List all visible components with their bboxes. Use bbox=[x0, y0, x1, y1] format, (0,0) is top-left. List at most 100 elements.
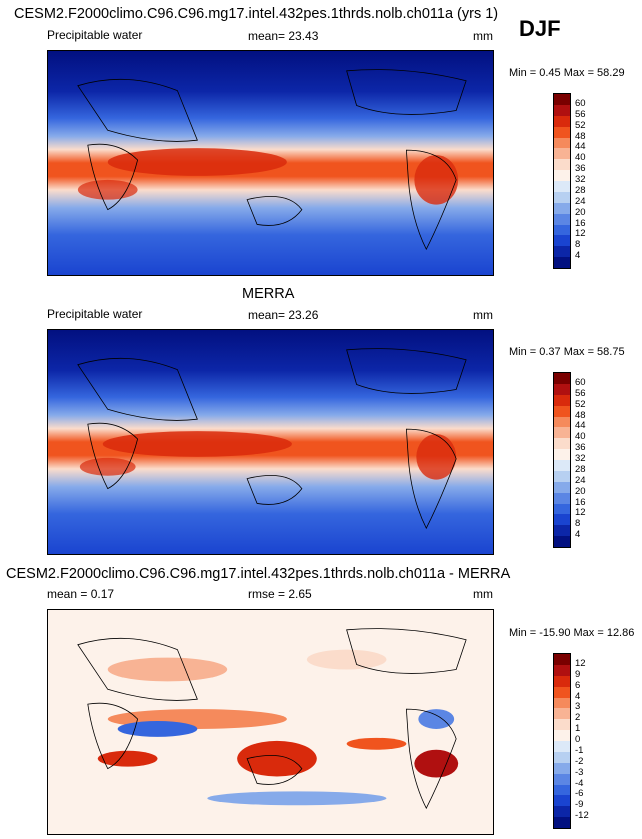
colorbar-tick-label: 28 bbox=[575, 184, 586, 196]
colorbar-swatch bbox=[554, 181, 570, 192]
panel-obs-mean: mean= 23.26 bbox=[248, 308, 319, 322]
colorbar-swatch bbox=[554, 373, 570, 384]
colorbar-tick-label: 32 bbox=[575, 453, 586, 464]
colorbar-swatch bbox=[554, 224, 570, 236]
colorbar-swatch bbox=[554, 148, 570, 160]
colorbar-tick-label: 24 bbox=[575, 474, 586, 486]
colorbar-tick-label: -9 bbox=[575, 799, 584, 811]
colorbar-swatch bbox=[554, 817, 570, 828]
colorbar-tick-label: 32 bbox=[575, 174, 586, 185]
colorbar-swatch bbox=[554, 94, 570, 105]
colorbar-swatch bbox=[554, 492, 570, 504]
colorbar-tick-label: 16 bbox=[575, 217, 586, 229]
colorbar-tick-label: 12 bbox=[575, 507, 586, 519]
colorbar-swatch bbox=[554, 115, 570, 127]
colorbar-tick-label: 40 bbox=[575, 431, 586, 443]
colorbar-swatch bbox=[554, 202, 570, 214]
panel-model-units: mm bbox=[473, 29, 493, 43]
colorbar-tick-label: 2 bbox=[575, 712, 581, 724]
colorbar-swatch bbox=[554, 708, 570, 720]
colorbar-tick-label: 44 bbox=[575, 420, 586, 432]
colorbar-tick-label: 28 bbox=[575, 463, 586, 475]
panel-obs-title: MERRA bbox=[242, 286, 295, 302]
map-obs bbox=[47, 329, 494, 555]
colorbar-swatch bbox=[554, 654, 570, 665]
colorbar-swatch bbox=[554, 784, 570, 796]
colorbar-tick-label: 48 bbox=[575, 130, 586, 142]
colorbar-swatch bbox=[554, 675, 570, 687]
colorbar-tick-label: 16 bbox=[575, 496, 586, 508]
panel-model-variable: Precipitable water bbox=[47, 28, 143, 42]
colorbar-tick-label: -1 bbox=[575, 744, 584, 756]
colorbar-swatch bbox=[554, 104, 570, 116]
colorbar-tick-label: 4 bbox=[575, 690, 581, 702]
colorbar-swatch bbox=[554, 503, 570, 515]
colorbar-swatch bbox=[554, 664, 570, 676]
colorbar-swatch bbox=[554, 730, 570, 741]
colorbar-tick-label: 9 bbox=[575, 668, 581, 680]
colorbar-swatch bbox=[554, 460, 570, 471]
map-model bbox=[47, 50, 494, 276]
colorbar-tick-label: 52 bbox=[575, 119, 586, 131]
colorbar-tick-label: 36 bbox=[575, 442, 586, 454]
colorbar-swatch bbox=[554, 686, 570, 698]
colorbar-tick-label: 3 bbox=[575, 701, 581, 713]
colorbar-swatch bbox=[554, 481, 570, 493]
colorbar-tick-label: 56 bbox=[575, 108, 586, 120]
colorbar-tick-label: 20 bbox=[575, 485, 586, 497]
colorbar-tick-label: -12 bbox=[575, 810, 589, 822]
map-diff-field bbox=[48, 610, 493, 834]
colorbar-swatch bbox=[554, 719, 570, 731]
colorbar-tick-label: 12 bbox=[575, 228, 586, 240]
colorbar-diff bbox=[553, 653, 571, 829]
panel-model-minmax: Min = 0.45 Max = 58.29 bbox=[509, 67, 625, 79]
colorbar-tick-label: 0 bbox=[575, 734, 581, 745]
colorbar-tick-label: 4 bbox=[575, 250, 581, 262]
colorbar-tick-label: 44 bbox=[575, 141, 586, 153]
panel-diff-rmse: rmse = 2.65 bbox=[248, 587, 312, 601]
panel-obs-minmax: Min = 0.37 Max = 58.75 bbox=[509, 346, 625, 358]
colorbar-tick-label: 8 bbox=[575, 518, 581, 530]
colorbar-tick-label: -4 bbox=[575, 777, 584, 789]
colorbar-model bbox=[553, 93, 571, 269]
map-diff bbox=[47, 609, 494, 835]
map-model-field bbox=[48, 51, 493, 275]
colorbar-swatch bbox=[554, 213, 570, 225]
colorbar-tick-label: 40 bbox=[575, 152, 586, 164]
colorbar-swatch bbox=[554, 773, 570, 785]
colorbar-tick-label: 60 bbox=[575, 97, 586, 109]
colorbar-tick-label: 12 bbox=[575, 657, 586, 669]
panel-diff-units: mm bbox=[473, 587, 493, 601]
colorbar-swatch bbox=[554, 394, 570, 406]
colorbar-swatch bbox=[554, 795, 570, 807]
panel-diff-mean: mean = 0.17 bbox=[47, 587, 115, 601]
colorbar-swatch bbox=[554, 806, 570, 818]
panel-diff-title: CESM2.F2000climo.C96.C96.mg17.intel.432p… bbox=[6, 566, 511, 582]
colorbar-swatch bbox=[554, 697, 570, 709]
colorbar-swatch bbox=[554, 470, 570, 482]
colorbar-swatch bbox=[554, 514, 570, 526]
panel-obs-variable: Precipitable water bbox=[47, 307, 143, 321]
colorbar-swatch bbox=[554, 741, 570, 752]
colorbar-tick-label: 24 bbox=[575, 195, 586, 207]
colorbar-tick-label: -3 bbox=[575, 766, 584, 778]
colorbar-swatch bbox=[554, 126, 570, 138]
colorbar-swatch bbox=[554, 170, 570, 181]
colorbar-tick-label: 48 bbox=[575, 409, 586, 421]
colorbar-swatch bbox=[554, 159, 570, 171]
colorbar-tick-label: -6 bbox=[575, 788, 584, 800]
panel-diff-minmax: Min = -15.90 Max = 12.86 bbox=[509, 627, 635, 639]
colorbar-tick-label: 1 bbox=[575, 723, 581, 735]
colorbar-swatch bbox=[554, 416, 570, 428]
colorbar-swatch bbox=[554, 246, 570, 258]
panel-obs-units: mm bbox=[473, 308, 493, 322]
colorbar-tick-label: 6 bbox=[575, 679, 581, 691]
colorbar-swatch bbox=[554, 536, 570, 547]
colorbar-swatch bbox=[554, 383, 570, 395]
colorbar-swatch bbox=[554, 438, 570, 450]
colorbar-tick-label: 36 bbox=[575, 163, 586, 175]
colorbar-tick-label: 4 bbox=[575, 529, 581, 541]
colorbar-swatch bbox=[554, 449, 570, 460]
colorbar-tick-label: 52 bbox=[575, 398, 586, 410]
colorbar-swatch bbox=[554, 191, 570, 203]
